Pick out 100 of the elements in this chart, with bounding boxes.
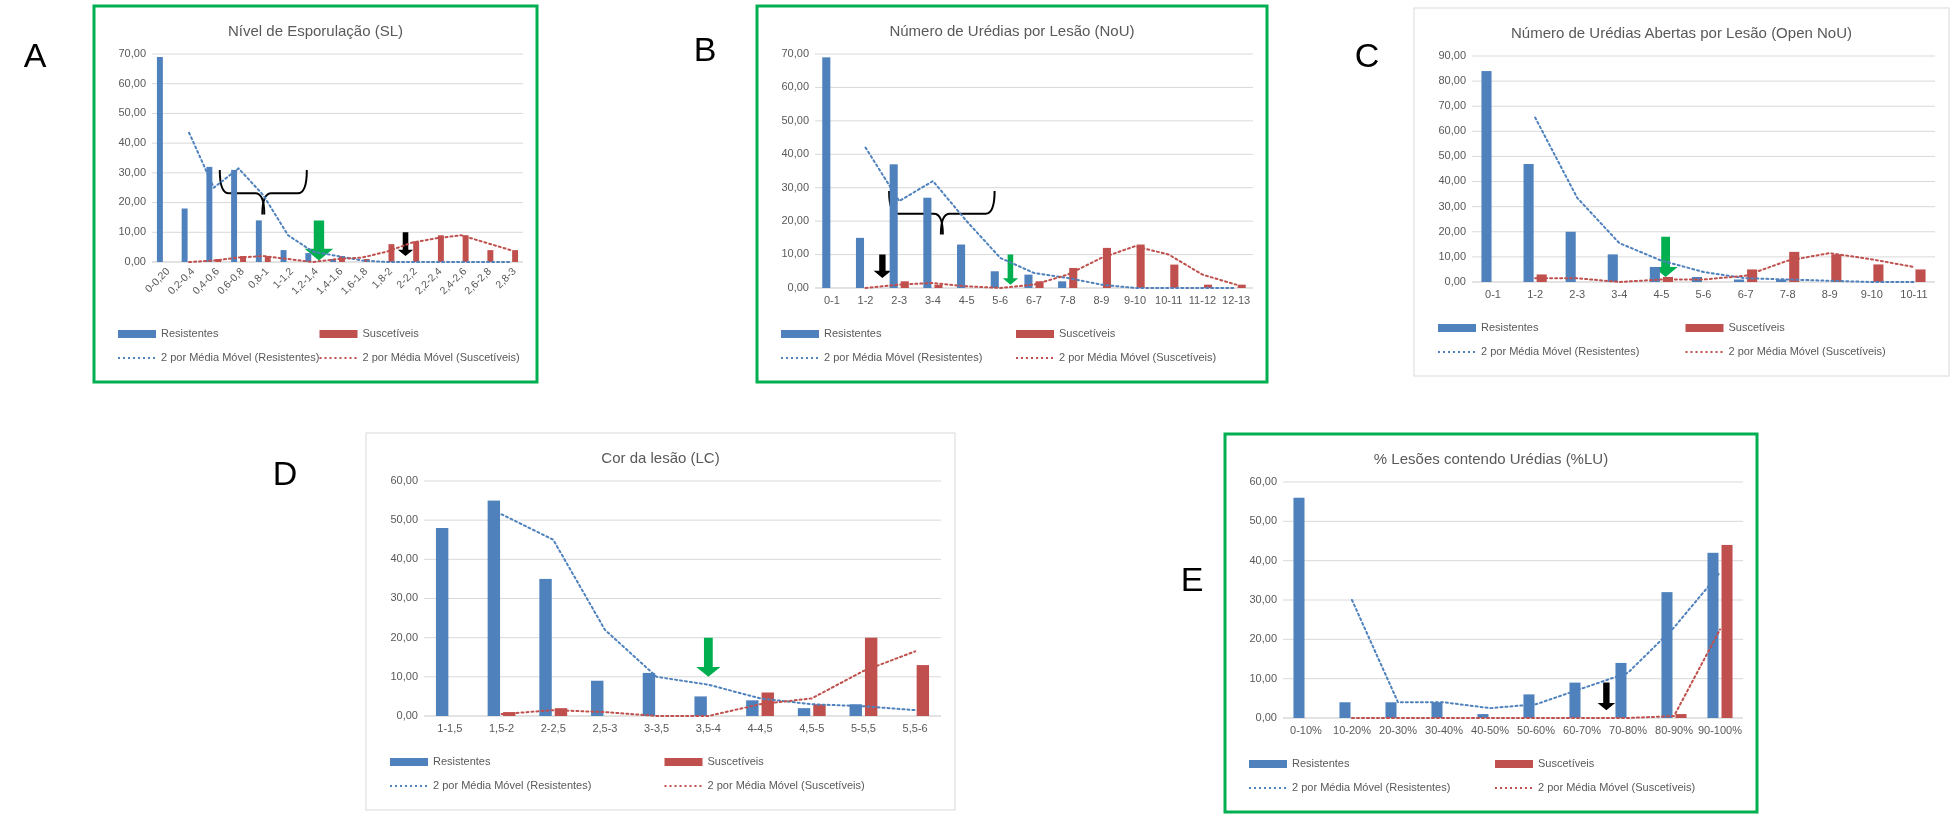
legend-label: 2 por Média Móvel (Suscetíveis) <box>362 350 520 363</box>
x-tick-label: 80-90% <box>1655 724 1694 736</box>
y-tick-label: 10,00 <box>390 669 418 682</box>
legend-label: Suscetíveis <box>707 754 765 767</box>
x-tick-label: 0-1 <box>823 294 840 306</box>
bar <box>990 271 999 288</box>
x-tick-label: 10-11 <box>1900 288 1928 300</box>
y-tick-label: 50,00 <box>1249 514 1277 527</box>
y-tick-label: 20,00 <box>781 214 809 227</box>
x-tick-label: 11-12 <box>1188 294 1217 306</box>
y-tick-label: 20,00 <box>390 630 418 643</box>
legend-label: Resistentes <box>433 754 491 767</box>
legend-label: 2 por Média Móvel (Suscetíveis) <box>1059 350 1217 363</box>
legend-label: 2 por Média Móvel (Resistentes) <box>1481 344 1640 357</box>
legend-label: Resistentes <box>161 326 219 339</box>
x-tick-label: 1,5-2 <box>489 722 515 734</box>
y-tick-label: 60,00 <box>1249 474 1277 487</box>
x-tick-label: 4-5 <box>1653 288 1670 300</box>
y-tick-label: 70,00 <box>118 46 146 59</box>
x-tick-label: 70-80% <box>1609 724 1648 736</box>
y-tick-label: 30,00 <box>781 180 809 193</box>
chart-title: Cor da lesão (LC) <box>601 449 720 466</box>
x-tick-label: 7-8 <box>1779 288 1796 300</box>
bar <box>1565 231 1576 282</box>
x-tick-label: 6-7 <box>1026 294 1042 306</box>
chart-title: Número de Urédias por Lesão (NoU) <box>889 22 1135 39</box>
x-tick-label: 3-3,5 <box>644 722 670 734</box>
x-tick-label: 4,5-5 <box>799 722 825 734</box>
x-tick-label: 4-5 <box>958 294 975 306</box>
y-tick-label: 0,00 <box>1444 274 1466 287</box>
y-tick-label: 60,00 <box>781 80 809 93</box>
x-tick-label: 1-2 <box>857 294 874 306</box>
y-tick-label: 50,00 <box>781 113 809 126</box>
y-tick-label: 10,00 <box>781 247 809 260</box>
text: A <box>23 35 47 74</box>
bar <box>539 578 552 716</box>
y-tick-label: 90,00 <box>1438 48 1466 61</box>
bar <box>181 208 188 262</box>
x-tick-label: 2-3 <box>891 294 908 306</box>
legend-label: Suscetíveis <box>362 326 420 339</box>
y-tick-label: 40,00 <box>1249 553 1277 566</box>
y-tick-label: 50,00 <box>1438 149 1466 162</box>
y-tick-label: 30,00 <box>390 591 418 604</box>
x-tick-label: 8-9 <box>1821 288 1838 300</box>
bar <box>923 197 932 288</box>
legend-label: Resistentes <box>1481 320 1539 333</box>
bar <box>822 57 831 288</box>
bar <box>1915 269 1926 282</box>
bar <box>1293 497 1305 718</box>
y-tick-label: 0,00 <box>124 254 146 267</box>
text: E <box>1180 559 1204 598</box>
x-tick-label: 10-11 <box>1155 294 1183 306</box>
y-tick-label: 10,00 <box>118 225 146 238</box>
y-tick-label: 50,00 <box>118 106 146 119</box>
y-tick-label: 70,00 <box>1438 99 1466 112</box>
legend-label: Suscetíveis <box>1728 320 1786 333</box>
x-tick-label: 20-30% <box>1379 724 1418 736</box>
y-tick-label: 50,00 <box>390 513 418 526</box>
legend-label: 2 por Média Móvel (Suscetíveis) <box>1538 780 1696 793</box>
x-tick-label: 30-40% <box>1425 724 1464 736</box>
bar <box>957 244 966 288</box>
x-tick-label: 0-10% <box>1290 724 1323 736</box>
x-tick-label: 5,5-6 <box>902 722 928 734</box>
text: B <box>693 29 717 68</box>
text: C <box>1354 35 1380 74</box>
y-tick-label: 30,00 <box>1438 199 1466 212</box>
bar <box>916 665 930 716</box>
x-tick-label: 12-13 <box>1222 294 1251 306</box>
y-tick-label: 10,00 <box>1249 671 1277 684</box>
line-series <box>1534 116 1915 283</box>
x-tick-label: 60-70% <box>1563 724 1602 736</box>
x-tick-label: 5-6 <box>1695 288 1712 300</box>
bar <box>487 250 494 262</box>
chart-title: Nível de Esporulação (SL) <box>227 22 404 39</box>
x-tick-label: 5-5,5 <box>850 722 876 734</box>
x-tick-label: 3-4 <box>1611 288 1628 300</box>
bar <box>1339 702 1351 718</box>
x-tick-label: 40-50% <box>1471 724 1510 736</box>
bar <box>435 528 449 716</box>
bar <box>1873 264 1884 282</box>
legend-label: Suscetíveis <box>1059 326 1116 339</box>
line-series <box>188 131 512 263</box>
bar <box>694 696 707 716</box>
legend-label: Resistentes <box>1292 756 1350 769</box>
text: D <box>272 453 298 492</box>
y-tick-label: 70,00 <box>781 46 809 59</box>
legend-label: 2 por Média Móvel (Resistentes) <box>433 778 592 791</box>
y-tick-label: 40,00 <box>390 552 418 565</box>
bar <box>1523 163 1534 282</box>
x-tick-label: 90-100% <box>1697 724 1743 736</box>
bar <box>1607 254 1618 282</box>
x-tick-label: 4-4,5 <box>747 722 773 734</box>
x-tick-label: 9-10 <box>1124 294 1147 306</box>
legend-label: Suscetíveis <box>1538 756 1595 769</box>
x-tick-label: 2,5-3 <box>592 722 618 734</box>
legend-label: 2 por Média Móvel (Resistentes) <box>1292 780 1451 793</box>
x-tick-label: 10-20% <box>1333 724 1372 736</box>
y-tick-label: 80,00 <box>1438 74 1466 87</box>
y-tick-label: 60,00 <box>390 473 418 486</box>
y-tick-label: 0,00 <box>787 280 809 293</box>
